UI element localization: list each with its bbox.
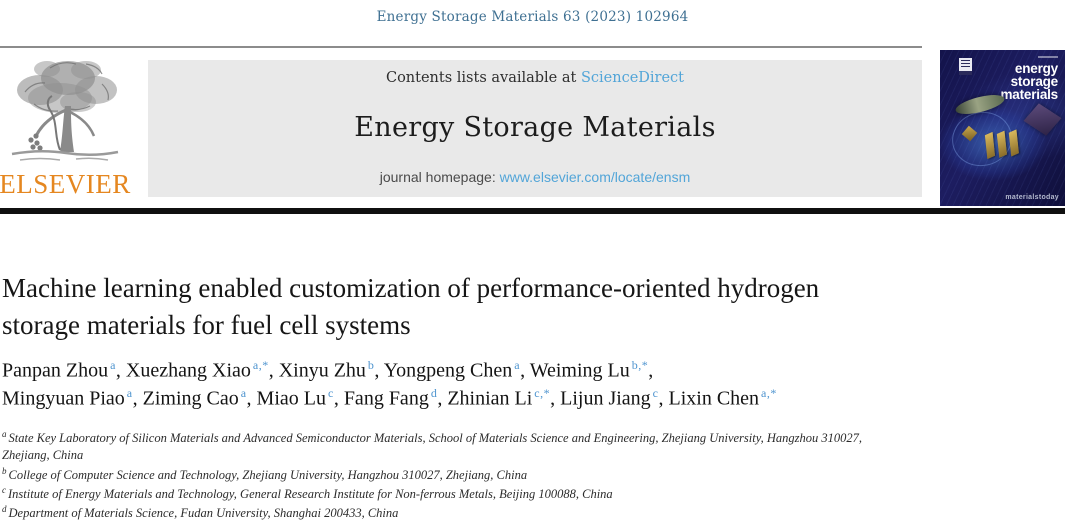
homepage-link[interactable]: www.elsevier.com/locate/ensm xyxy=(499,169,691,185)
author-name: Xuezhang Xiao xyxy=(125,359,251,382)
cover-publisher-emblem-icon xyxy=(959,58,972,75)
affiliation-marker: b xyxy=(2,465,7,476)
author-name: Fang Fang xyxy=(343,387,429,410)
author-affiliation-ref[interactable]: a xyxy=(126,386,133,401)
author-affiliation-ref[interactable]: a xyxy=(110,358,116,372)
author-affiliation-ref[interactable]: a xyxy=(514,358,521,372)
author-affiliation-ref[interactable]: b xyxy=(367,358,375,372)
cover-artwork-shape xyxy=(984,129,1024,160)
author-affiliation-ref[interactable]: a xyxy=(240,386,247,401)
author-name: Lixin Chen xyxy=(668,387,760,410)
cover-artwork-shape xyxy=(1023,103,1062,136)
author-affiliation-ref[interactable]: a,* xyxy=(761,386,777,401)
author-name: Mingyuan Piao xyxy=(2,387,125,410)
header-top-rule xyxy=(0,46,922,48)
journal-homepage-line: journal homepage: www.elsevier.com/locat… xyxy=(380,169,691,185)
section-divider-rule xyxy=(0,208,1065,214)
affiliation-marker: a xyxy=(2,429,7,439)
author-name: Lijun Jiang xyxy=(560,387,651,410)
author-name: Ziming Cao xyxy=(142,387,239,410)
author-affiliation-ref[interactable]: a,* xyxy=(252,358,269,372)
sciencedirect-link[interactable]: ScienceDirect xyxy=(580,70,685,86)
contents-list-text: Contents lists available at xyxy=(385,70,581,86)
article-title: Machine learning enabled customization o… xyxy=(2,273,820,340)
author-affiliation-ref[interactable]: c,* xyxy=(534,386,551,401)
author-name: Yongpeng Chen xyxy=(383,359,513,382)
author-affiliation-ref[interactable]: b,* xyxy=(631,358,649,372)
author-name: Panpan Zhou xyxy=(2,359,109,382)
elsevier-logo: ELSEVIER xyxy=(0,52,144,202)
author-affiliation-ref[interactable]: c xyxy=(327,386,334,401)
affiliation-marker: c xyxy=(2,485,6,496)
journal-header-banner: Contents lists available at ScienceDirec… xyxy=(148,60,922,197)
author-name: Weiming Lu xyxy=(529,359,630,382)
affiliation-marker: d xyxy=(2,504,7,515)
cover-journal-name: energy storage materials xyxy=(1000,61,1059,102)
affiliation-item: a State Key Laboratory of Silicon Materia… xyxy=(2,429,862,463)
contents-list-line: Contents lists available at ScienceDirec… xyxy=(386,70,684,86)
cover-issue-text xyxy=(1038,56,1058,58)
author-name: Xinyu Zhu xyxy=(278,359,366,382)
affiliation-item: c Institute of Energy Materials and Techn… xyxy=(2,485,613,502)
author-name: Zhinian Li xyxy=(447,387,533,410)
affiliation-item: d Department of Materials Science, Fudan … xyxy=(2,504,399,521)
materialstoday-logo: materialstoday xyxy=(1005,194,1059,201)
journal-cover-thumbnail: energy storage materials materialstoday xyxy=(940,50,1065,206)
author-list: Panpan Zhou a, Xuezhang Xiao a,*, Xinyu Zh… xyxy=(2,358,777,410)
running-head-citation: Energy Storage Materials 63 (2023) 10296… xyxy=(376,9,689,25)
homepage-label: journal homepage: xyxy=(379,169,500,185)
author-name: Miao Lu xyxy=(256,387,326,410)
journal-title: Energy Storage Materials xyxy=(354,112,716,143)
elsevier-wordmark: ELSEVIER xyxy=(0,169,131,199)
author-affiliation-ref[interactable]: c xyxy=(652,386,659,401)
elsevier-tree-icon xyxy=(0,52,144,168)
affiliations-list: a State Key Laboratory of Silicon Materia… xyxy=(2,428,1062,523)
author-affiliation-ref[interactable]: d xyxy=(430,386,438,401)
affiliation-item: b College of Computer Science and Technol… xyxy=(2,465,528,482)
